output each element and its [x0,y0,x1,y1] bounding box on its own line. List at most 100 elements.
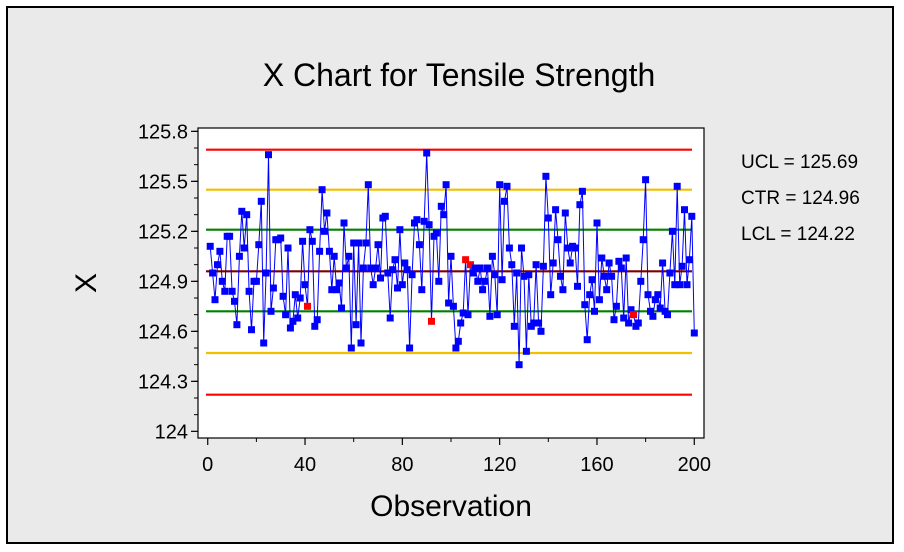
data-point [486,312,494,320]
data-point [338,304,345,312]
data-point [313,316,321,324]
data-point [583,336,591,344]
data-point [481,277,489,285]
data-point [503,182,511,190]
data-point [391,256,399,264]
flagged-point [462,256,470,264]
data-point [260,339,268,347]
data-point [342,264,350,272]
data-point [664,311,671,319]
flagged-point [304,302,311,310]
flagged-point [630,311,637,319]
data-point [479,286,487,294]
data-point [306,226,314,234]
data-point [418,286,426,294]
data-point [384,269,392,277]
data-point [299,237,307,245]
flagged-point [428,317,435,325]
data-point [454,337,462,345]
data-point [617,264,625,272]
data-point [493,311,501,319]
data-point [659,259,667,267]
data-point [325,247,333,255]
data-point [542,172,550,180]
data-point [561,209,569,217]
x-tick-label: 80 [391,454,413,476]
data-point [501,197,508,205]
data-point [291,291,299,299]
data-point [389,266,397,274]
data-point [469,269,477,277]
data-point [323,209,331,217]
data-point [362,239,370,247]
data-point [357,339,365,347]
data-point [423,149,431,157]
data-point [449,302,457,310]
data-point [608,272,616,280]
data-point [238,207,246,215]
data-point [452,344,460,352]
data-point [610,316,618,324]
data-point [647,307,654,315]
data-point [403,266,411,274]
data-point [464,311,472,319]
data-point [267,307,275,315]
data-point [226,232,234,240]
data-point [265,151,272,159]
data-point [294,314,302,322]
data-point [240,244,248,252]
data-point [245,287,253,295]
data-point [605,259,613,267]
data-point [221,287,229,295]
data-point [369,281,377,289]
data-point [398,281,406,289]
data-point [544,214,552,222]
flagged-point [467,261,474,269]
data-point [269,284,277,292]
data-point [578,187,586,195]
data-point [612,302,620,310]
y-axis-title: X [70,273,103,293]
data-point [474,277,482,285]
data-point [408,271,416,279]
x-tick-label: 200 [678,454,711,476]
data-point [651,296,659,304]
ctr-label: CTR = 124.96 [741,188,860,209]
y-tick-label: 124 [155,421,188,443]
data-point [321,227,328,235]
data-point [394,284,401,292]
data-point [508,261,516,269]
data-point [396,226,404,234]
data-point [277,234,285,242]
data-point [476,264,484,272]
data-point [457,319,465,327]
data-point [515,361,523,369]
data-point [537,327,545,335]
control-limit-labels: UCL = 125.69 CTR = 124.96 LCL = 124.22 [741,152,860,245]
lcl-label: LCL = 124.22 [741,224,855,245]
y-tick-label: 125.8 [138,121,188,143]
data-point [432,229,440,237]
x-tick-label: 120 [483,454,516,476]
data-point [595,296,603,304]
data-point [406,344,414,352]
data-point [374,241,382,249]
data-point [600,272,608,280]
data-point [216,247,224,255]
data-point [401,259,409,267]
data-point [328,286,336,294]
data-point [671,281,679,289]
data-point [359,264,367,272]
data-point [442,181,450,189]
data-point [248,326,255,334]
data-point [484,264,491,272]
data-point [559,286,567,294]
data-point [634,319,642,327]
data-point [301,281,309,289]
data-point [440,211,448,219]
y-tick-label: 124.3 [138,371,188,393]
data-point [459,309,467,317]
data-point [425,221,433,229]
data-point [316,247,324,255]
data-point [289,317,297,325]
